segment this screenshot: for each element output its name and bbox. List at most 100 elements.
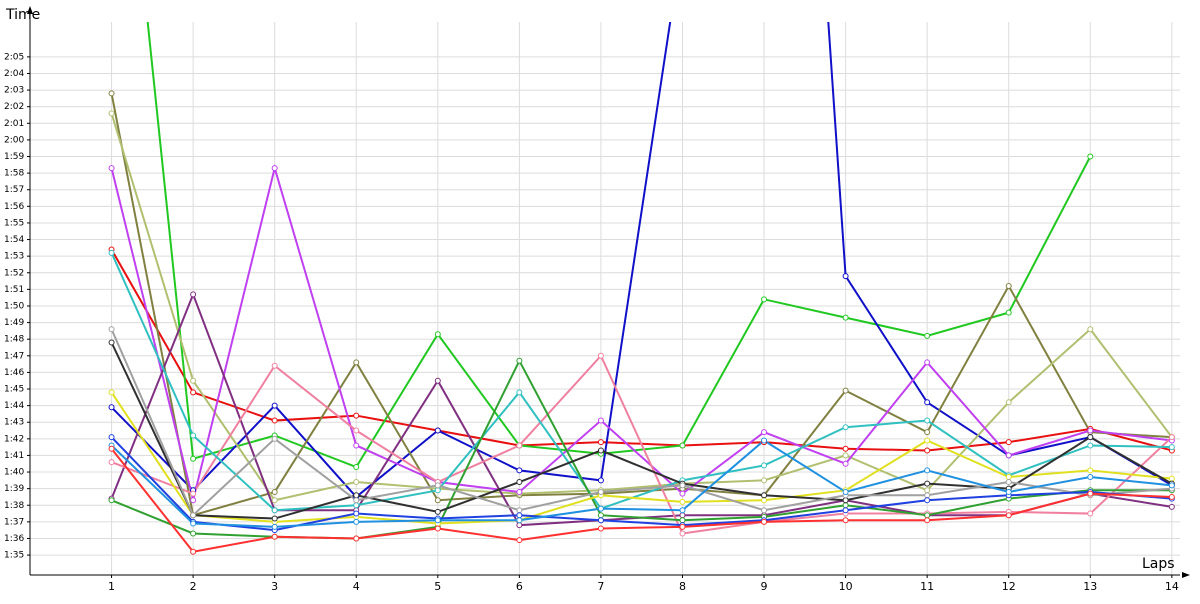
series-line	[110, 113, 1173, 502]
x-tick-label: 3	[271, 580, 278, 593]
data-point	[761, 429, 768, 436]
data-point	[679, 530, 686, 537]
data-point	[353, 492, 360, 499]
data-point	[761, 507, 768, 514]
x-tick-label: 10	[839, 580, 853, 593]
data-point	[679, 512, 686, 519]
data-point	[516, 488, 523, 495]
y-tick-label: 1:42	[4, 434, 24, 444]
y-tick-label: 1:37	[4, 517, 24, 527]
data-point	[108, 90, 115, 97]
data-point	[679, 523, 686, 530]
y-tick-label: 1:55	[4, 218, 24, 228]
x-tick-label: 13	[1083, 580, 1097, 593]
y-tick-label: 1:44	[4, 401, 24, 411]
data-point	[597, 525, 604, 532]
data-point	[516, 517, 523, 524]
data-point	[1168, 493, 1175, 500]
data-point	[842, 502, 849, 509]
y-tick-label: 1:57	[4, 185, 24, 195]
data-point	[108, 497, 115, 504]
data-point	[434, 427, 441, 434]
data-point	[190, 455, 197, 462]
y-tick-label: 1:50	[4, 301, 24, 311]
series-line	[110, 391, 1172, 525]
y-tick-label: 1:52	[4, 268, 24, 278]
data-point	[516, 467, 523, 474]
data-point	[271, 417, 278, 424]
x-tick-label: 12	[1002, 580, 1016, 593]
data-point	[1005, 488, 1012, 495]
y-tick-label: 1:43	[4, 418, 24, 428]
data-point	[271, 435, 278, 442]
data-point	[353, 510, 360, 517]
data-point	[1005, 512, 1012, 519]
data-point	[1087, 490, 1094, 497]
data-point	[190, 291, 197, 298]
data-point	[924, 332, 931, 339]
x-tick-label: 11	[920, 580, 934, 593]
data-point	[842, 488, 849, 495]
series-line	[110, 448, 1172, 553]
data-point	[597, 477, 604, 484]
series-line	[110, 93, 1172, 517]
data-point	[353, 464, 360, 471]
y-tick-label: 1:56	[4, 202, 24, 212]
y-tick-label: 1:48	[4, 335, 24, 345]
data-point	[271, 507, 278, 514]
data-point	[1087, 474, 1094, 481]
data-point	[924, 487, 931, 494]
y-tick-label: 1:53	[4, 252, 24, 262]
data-point	[271, 523, 278, 530]
x-tick-label: 9	[761, 580, 768, 593]
data-point	[842, 273, 849, 280]
data-point	[271, 362, 278, 369]
series-line	[110, 439, 1172, 528]
data-point	[190, 490, 197, 497]
y-tick-label: 2:01	[4, 119, 24, 129]
data-point	[434, 497, 441, 504]
data-point	[190, 497, 197, 504]
data-point	[516, 389, 523, 396]
y-tick-label: 1:40	[4, 468, 24, 478]
data-point	[353, 427, 360, 434]
data-point	[1087, 510, 1094, 517]
x-tick-label: 2	[190, 580, 197, 593]
data-point	[597, 417, 604, 424]
data-point	[1168, 434, 1175, 441]
data-point	[434, 487, 441, 494]
data-point	[1168, 444, 1175, 451]
data-point	[353, 359, 360, 366]
data-point	[353, 535, 360, 542]
data-point	[842, 424, 849, 431]
data-point	[597, 512, 604, 519]
data-point	[842, 452, 849, 459]
data-point	[679, 507, 686, 514]
data-point	[597, 488, 604, 495]
data-point	[924, 517, 931, 524]
data-point	[108, 110, 115, 117]
data-point	[1005, 309, 1012, 316]
x-tick-label: 4	[353, 580, 360, 593]
data-point	[1168, 475, 1175, 482]
data-point	[597, 447, 604, 454]
data-point	[1005, 399, 1012, 406]
data-point	[1087, 326, 1094, 333]
y-tick-label: 1:41	[4, 451, 24, 461]
data-point	[271, 497, 278, 504]
y-tick-label: 1:47	[4, 351, 24, 361]
data-point	[842, 445, 849, 452]
data-point	[1087, 427, 1094, 434]
y-tick-label: 1:38	[4, 501, 24, 511]
data-point	[679, 482, 686, 489]
y-tick-label: 2:04	[4, 69, 24, 79]
data-point	[1168, 482, 1175, 489]
data-point	[842, 314, 849, 321]
y-tick-label: 1:54	[4, 235, 24, 245]
y-tick-label: 2:02	[4, 102, 24, 112]
data-point	[679, 490, 686, 497]
data-point	[1087, 434, 1094, 441]
x-axis-arrow	[1182, 572, 1190, 578]
series-line	[110, 328, 1172, 517]
